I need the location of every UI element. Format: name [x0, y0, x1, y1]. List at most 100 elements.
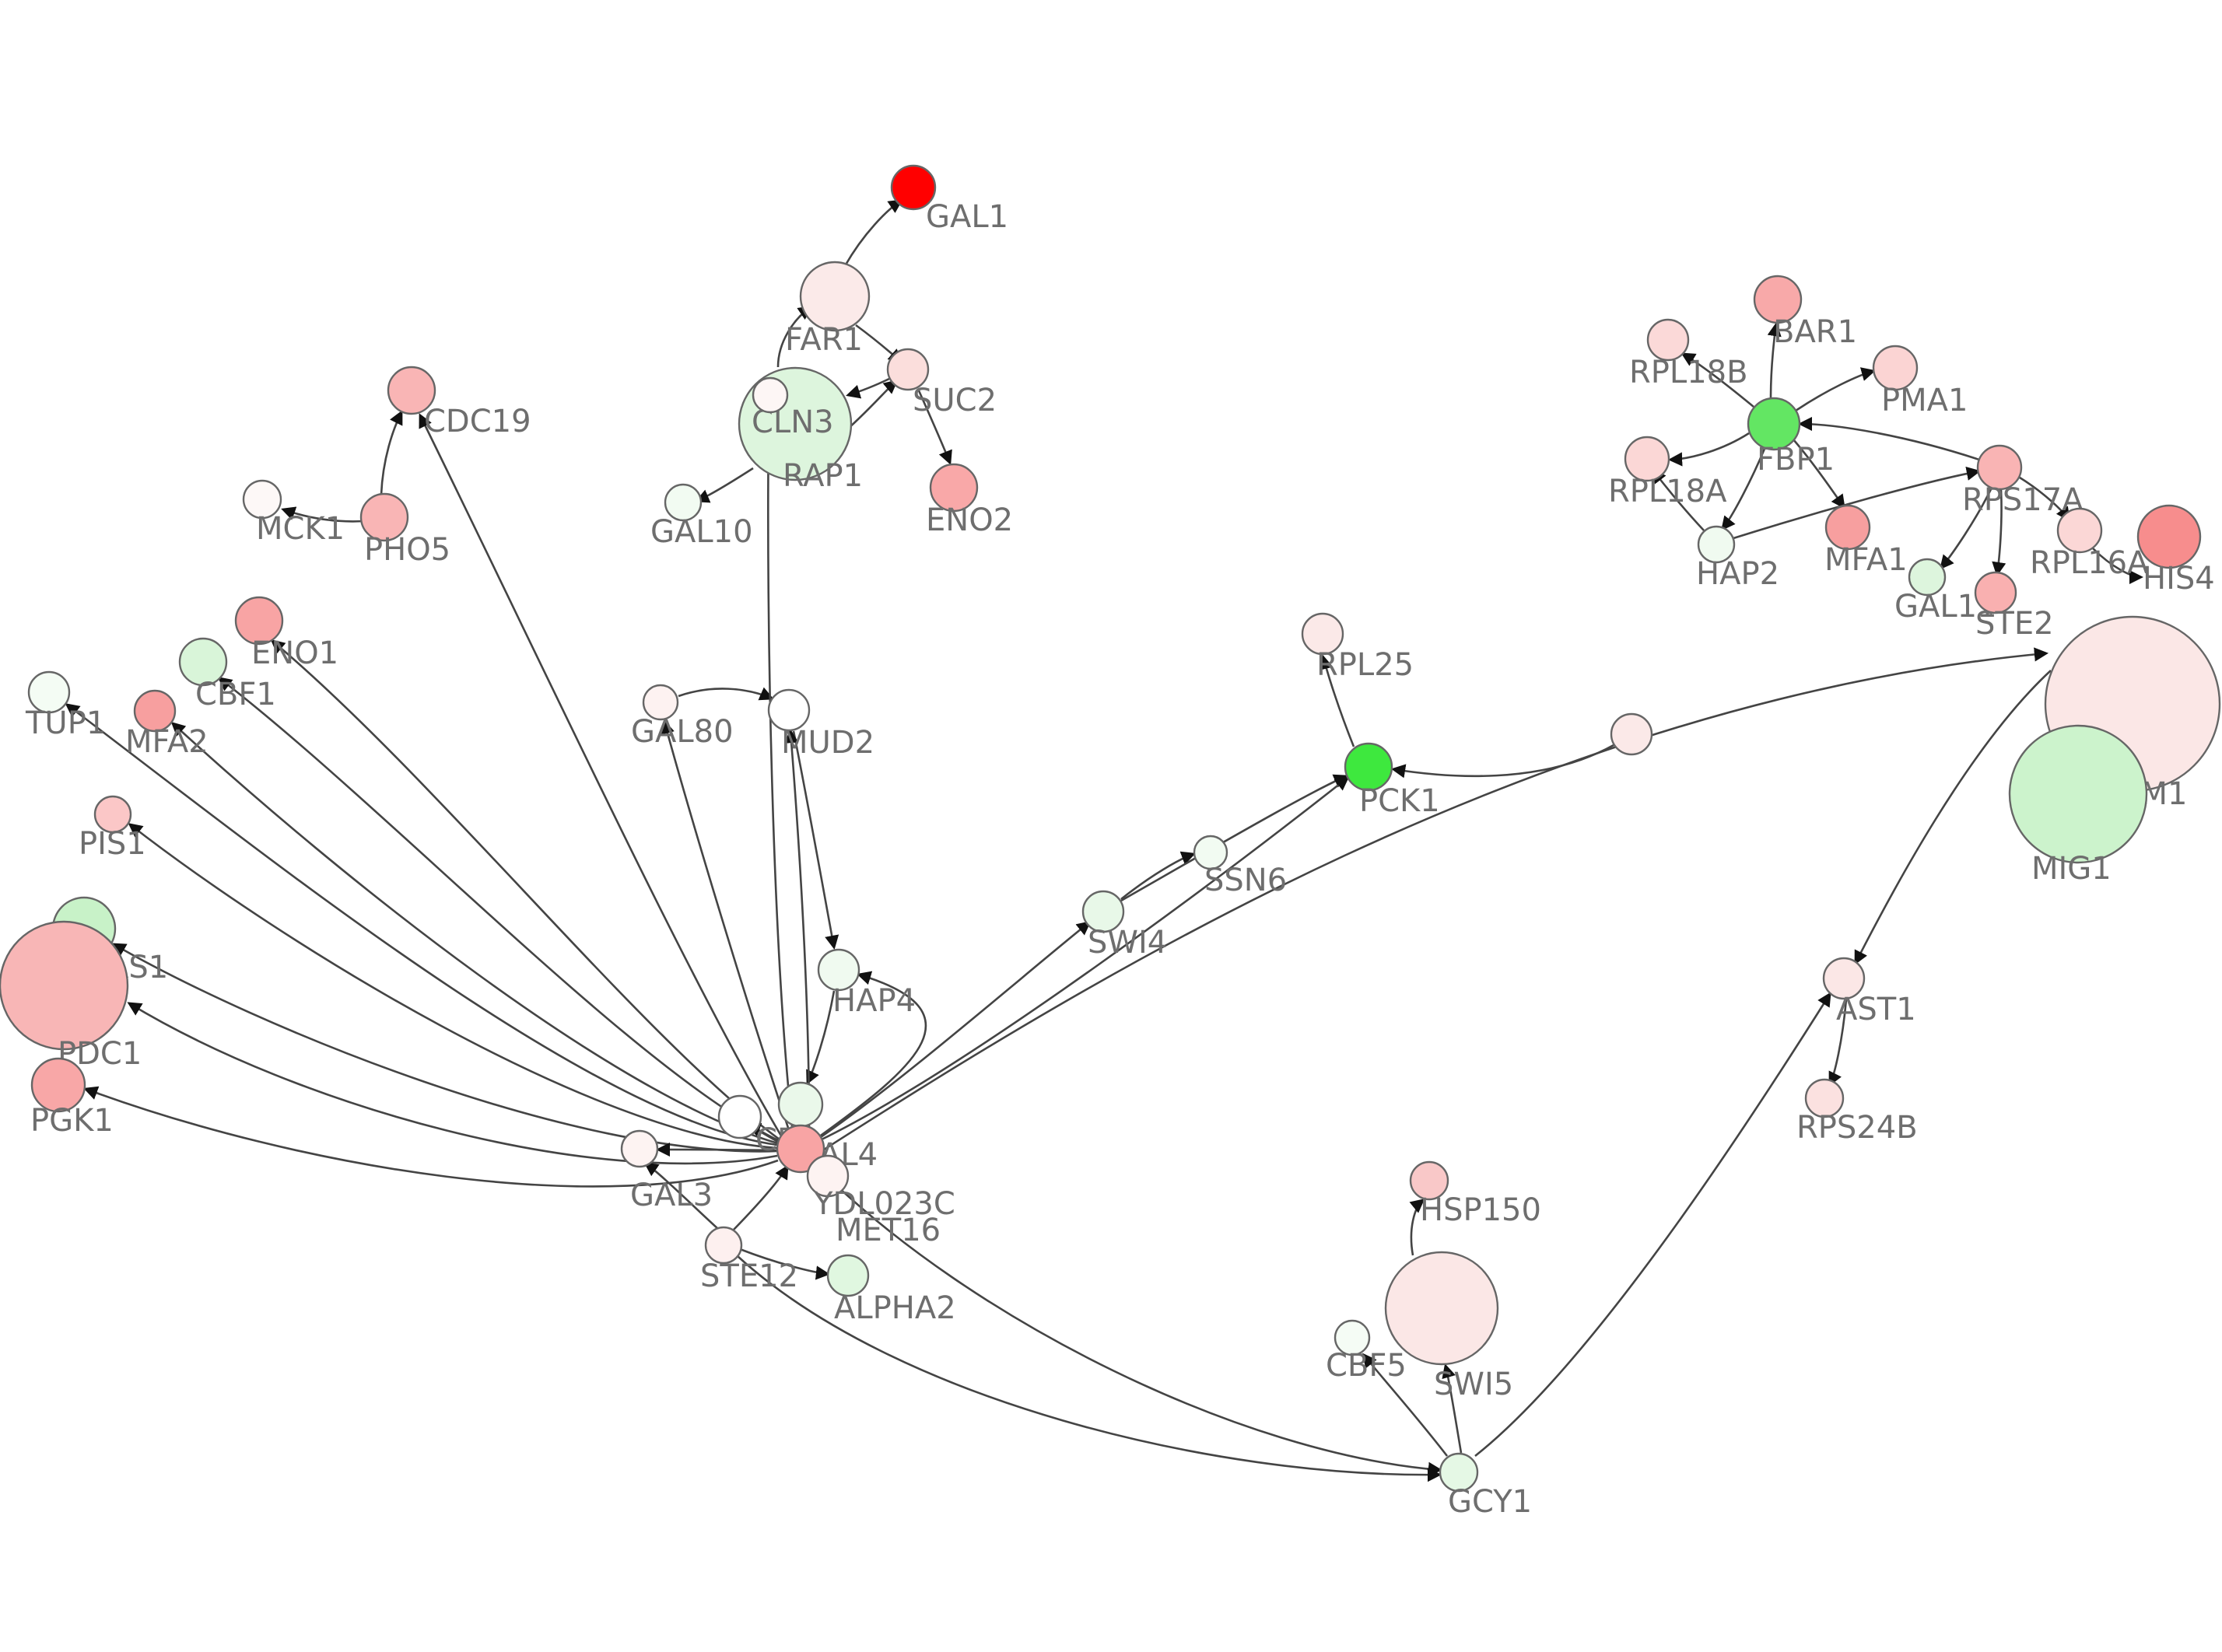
node-circle-MIG1[interactable] [2008, 724, 2148, 864]
node-MUD2[interactable]: MUD2 [767, 688, 874, 761]
node-PDC1[interactable]: PDC1 [0, 920, 142, 1072]
node-SSN6[interactable]: SSN6 [1193, 835, 1287, 898]
node-RPL18A[interactable]: RPL18A [1608, 436, 1727, 509]
node-circle-GREEN1[interactable] [777, 1081, 824, 1128]
node-circle-UNK1[interactable] [1610, 712, 1653, 756]
node-UNK1[interactable] [1610, 712, 1653, 756]
node-SUC2[interactable]: SUC2 [886, 348, 997, 418]
node-circle-PMA1[interactable] [1872, 345, 1919, 391]
node-GCY1[interactable]: GCY1 [1439, 1452, 1532, 1520]
node-PGK1[interactable]: PGK1 [30, 1057, 114, 1139]
node-circle-CBF5[interactable] [1334, 1319, 1371, 1356]
node-MET16[interactable]: MET16 [836, 1213, 941, 1248]
node-circle-PCK1[interactable] [1344, 742, 1393, 792]
node-RPS17A[interactable]: RPS17A [1962, 444, 2084, 518]
node-circle-RPL16A[interactable] [2056, 507, 2103, 554]
node-circle-BAR1[interactable] [1753, 275, 1803, 324]
node-YDL023C[interactable]: YDL023C [806, 1154, 955, 1222]
node-circle-GAL4[interactable] [776, 1124, 825, 1174]
node-GAL10[interactable]: GAL10 [650, 483, 753, 550]
node-STE12[interactable]: STE12 [700, 1226, 798, 1294]
node-HAP2[interactable]: HAP2 [1696, 525, 1779, 592]
node-MFA2[interactable]: MFA2 [125, 689, 209, 760]
node-circle-ENO2[interactable] [929, 463, 979, 513]
node-ENO2[interactable]: ENO2 [926, 463, 1013, 538]
node-PIS1[interactable]: PIS1 [79, 795, 146, 862]
node-circle-TUP1[interactable] [27, 670, 71, 714]
node-circle-RPL18A[interactable] [1624, 436, 1670, 482]
node-BAR1[interactable]: BAR1 [1753, 275, 1857, 350]
node-circle-GAL11[interactable] [1908, 558, 1947, 597]
node-RPL25[interactable]: RPL25 [1301, 612, 1414, 683]
node-circle-RPS17A[interactable] [1976, 444, 2023, 491]
node-circle-STE12[interactable] [704, 1226, 743, 1265]
node-circle-ALPHA2[interactable] [826, 1254, 870, 1297]
node-circle-FBP1[interactable] [1747, 397, 1801, 451]
node-circle-CBF1[interactable] [178, 637, 228, 687]
node-STE2[interactable]: STE2 [1974, 571, 2054, 642]
node-MFA1[interactable]: MFA1 [1824, 504, 1908, 578]
node-circle-HAP4[interactable] [817, 948, 860, 992]
node-MCK1[interactable]: MCK1 [242, 479, 345, 547]
edge-GCY1-to-AST1 [1474, 992, 1831, 1458]
node-RAP1[interactable]: RAP1 [752, 376, 863, 494]
node-circle-PIS1[interactable] [93, 795, 132, 834]
node-circle-HSP150[interactable] [1409, 1160, 1449, 1201]
node-circle-GCY1[interactable] [1439, 1452, 1479, 1493]
node-circle-ENO1[interactable] [234, 596, 284, 646]
node-circle-STE2[interactable] [1974, 571, 2017, 614]
node-circle-PHO5[interactable] [359, 492, 409, 542]
node-circle-RPL25[interactable] [1301, 612, 1344, 656]
node-circle-SUC2[interactable] [886, 348, 930, 391]
node-GAL1[interactable]: GAL1 [890, 164, 1008, 235]
node-circle-MUD2[interactable] [767, 688, 811, 732]
node-AST1[interactable]: AST1 [1822, 957, 1916, 1027]
node-circle-SWI5[interactable] [1384, 1251, 1499, 1366]
node-circle-RPS24B[interactable] [1804, 1078, 1845, 1118]
node-SWI4[interactable]: SWI4 [1081, 890, 1167, 961]
node-RPL18B[interactable]: RPL18B [1629, 318, 1748, 390]
node-ENO1[interactable]: ENO1 [234, 596, 338, 671]
node-circle-AST1[interactable] [1822, 957, 1866, 1000]
node-TUP1[interactable]: TUP1 [25, 670, 106, 741]
node-circle-GAL80[interactable] [642, 684, 679, 721]
node-FAR1[interactable]: FAR1 [785, 261, 871, 358]
node-HAP4[interactable]: HAP4 [817, 948, 916, 1019]
node-PHO5[interactable]: PHO5 [359, 492, 450, 568]
node-circle-HAP2[interactable] [1697, 525, 1736, 564]
node-circle-CDC_W[interactable] [717, 1094, 762, 1139]
node-PMA1[interactable]: PMA1 [1872, 345, 1968, 418]
node-CBF1[interactable]: CBF1 [178, 637, 276, 712]
node-circle-HIS4[interactable] [2136, 504, 2202, 569]
node-circle-MCK1[interactable] [242, 479, 282, 520]
edge-MCM1-to-AST1 [1854, 670, 2052, 965]
node-circle-YDL023C[interactable] [806, 1154, 850, 1198]
node-ALPHA2[interactable]: ALPHA2 [826, 1254, 956, 1326]
node-circle-CDC19[interactable] [387, 366, 436, 415]
node-HIS4[interactable]: HIS4 [2136, 504, 2215, 597]
node-circle-SWI4[interactable] [1081, 890, 1125, 933]
node-circle-FAR1[interactable] [799, 261, 871, 332]
node-circle-GAL3[interactable] [620, 1129, 659, 1168]
node-circle-RPL18B[interactable] [1646, 318, 1690, 362]
node-circle-SSN6[interactable] [1193, 835, 1228, 870]
node-HSP150[interactable]: HSP150 [1409, 1160, 1541, 1228]
node-RPL16A[interactable]: RPL16A [2030, 507, 2149, 581]
node-CDC19[interactable]: CDC19 [387, 366, 531, 439]
node-GAL80[interactable]: GAL80 [631, 684, 734, 750]
node-GAL3[interactable]: GAL3 [620, 1129, 713, 1213]
node-circle-GAL1[interactable] [890, 164, 937, 211]
node-FBP1[interactable]: FBP1 [1747, 397, 1835, 478]
node-circle-MFA1[interactable] [1824, 504, 1871, 551]
node-circle-PGK1[interactable] [30, 1057, 86, 1113]
node-GREEN1[interactable] [777, 1081, 824, 1128]
node-circle-PDC1[interactable] [0, 920, 129, 1051]
node-RPS24B[interactable]: RPS24B [1796, 1078, 1918, 1146]
node-circle-RAP1[interactable] [752, 376, 789, 414]
node-PCK1[interactable]: PCK1 [1344, 742, 1440, 819]
node-MIG1[interactable]: MIG1 [2008, 724, 2148, 887]
node-SWI5[interactable]: SWI5 [1384, 1251, 1513, 1402]
node-circle-GAL10[interactable] [664, 483, 703, 522]
node-circle-MFA2[interactable] [133, 689, 177, 733]
node-CBF5[interactable]: CBF5 [1326, 1319, 1407, 1384]
